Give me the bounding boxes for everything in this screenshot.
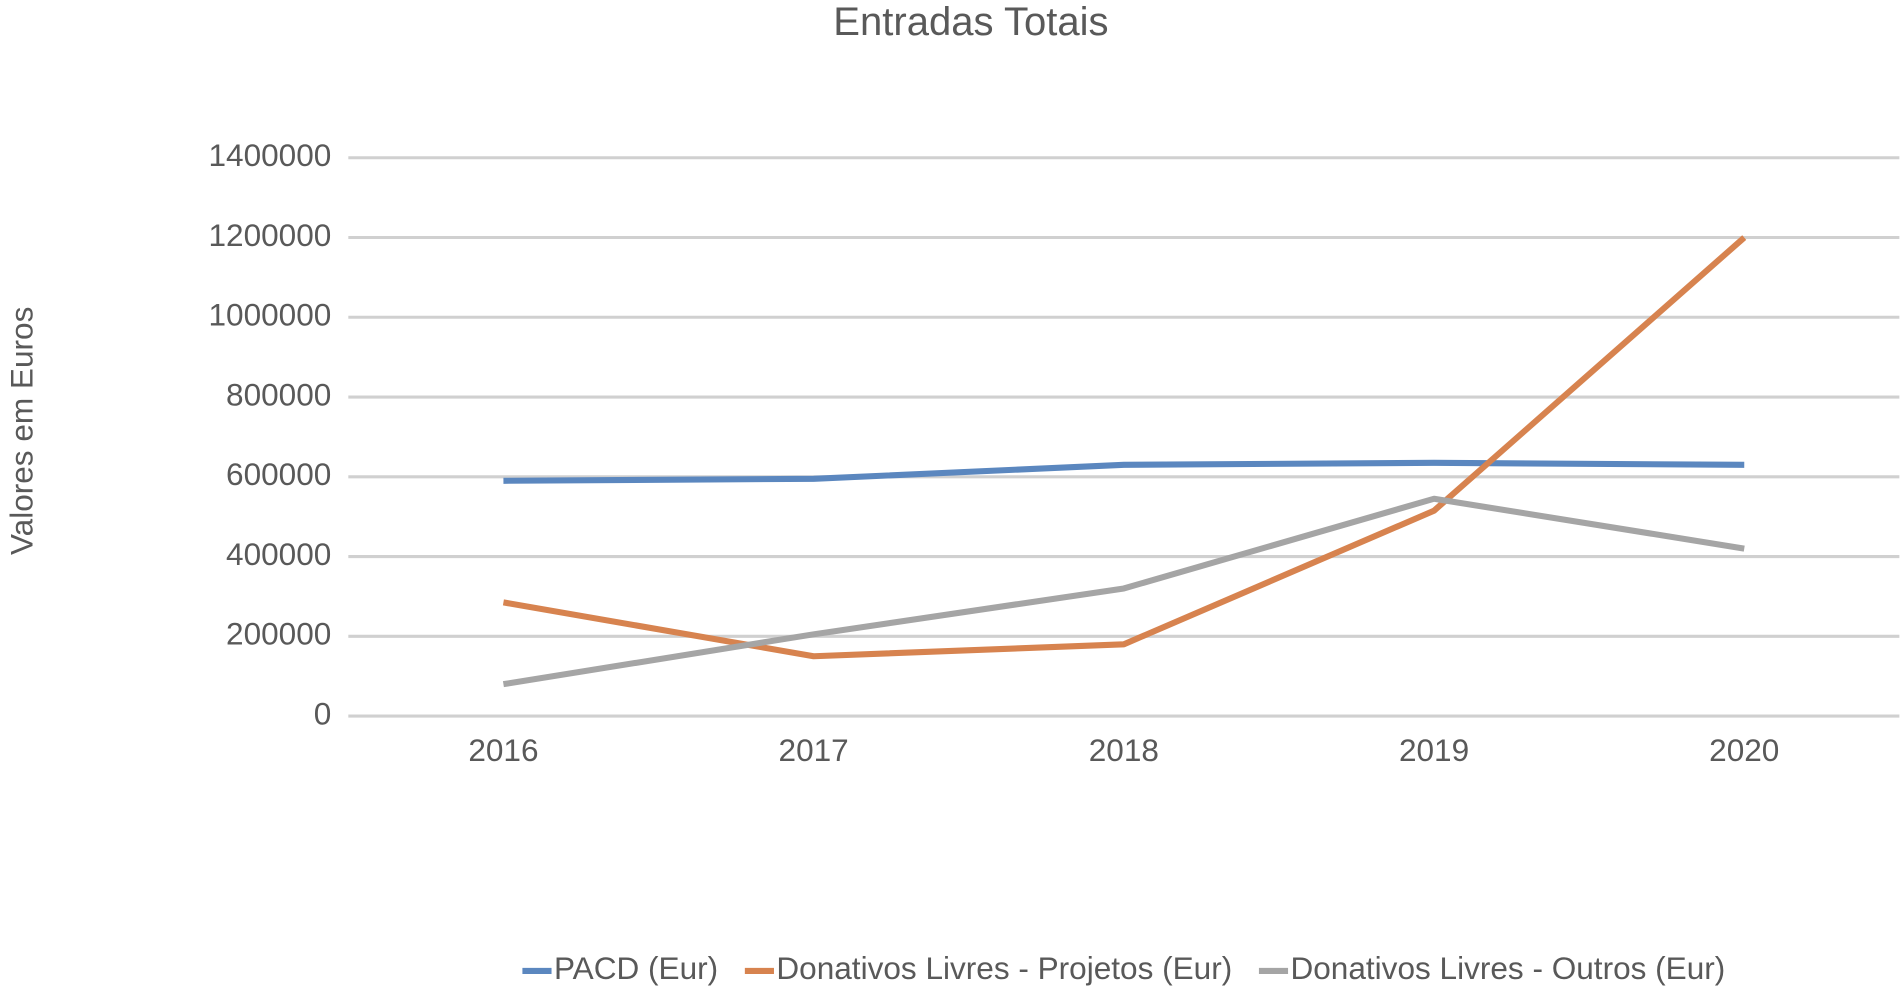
series-line xyxy=(502,235,1747,660)
x-tick-label: 2020 xyxy=(1709,732,1779,768)
legend-label: Donativos Livres - Projetos (Eur) xyxy=(776,950,1232,986)
series-line xyxy=(503,459,1745,484)
y-tick-label: 1200000 xyxy=(208,217,331,253)
chart-title: Entradas Totais xyxy=(833,0,1108,44)
y-tick-label: 1000000 xyxy=(208,297,331,333)
y-tick-label: 1400000 xyxy=(208,137,331,173)
y-tick-label: 800000 xyxy=(226,376,331,412)
x-tick-label: 2016 xyxy=(468,732,538,768)
y-tick-label: 600000 xyxy=(226,456,331,492)
x-tick-label: 2017 xyxy=(779,732,849,768)
series-line xyxy=(502,495,1745,688)
x-tick-label: 2018 xyxy=(1089,732,1159,768)
x-tick-label: 2019 xyxy=(1399,732,1469,768)
legend-label: Donativos Livres - Outros (Eur) xyxy=(1290,950,1725,986)
y-tick-label: 400000 xyxy=(226,536,331,572)
y-axis-label: Valores em Euros xyxy=(4,307,40,555)
legend-label: PACD (Eur) xyxy=(554,950,718,986)
y-tick-label: 0 xyxy=(314,695,332,731)
legend: PACD (Eur) Donativos Livres - Projetos (E… xyxy=(522,950,1725,986)
y-tick-label: 200000 xyxy=(226,616,331,652)
